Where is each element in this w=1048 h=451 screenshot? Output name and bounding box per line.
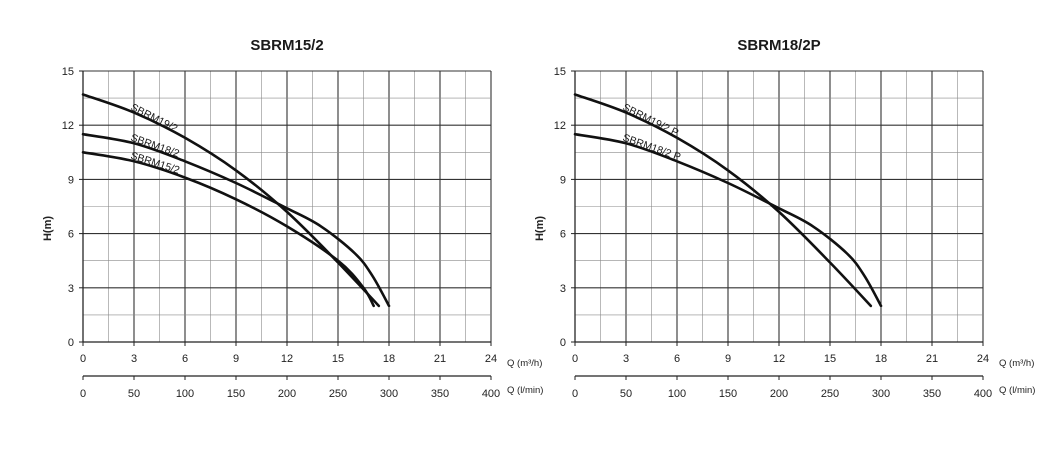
x2-tick-label: 250: [329, 388, 347, 400]
x2-tick-label: 150: [719, 388, 737, 400]
x-tick-label: 6: [674, 353, 680, 365]
x2-tick-label: 50: [128, 388, 140, 400]
y-tick-label: 3: [560, 283, 566, 295]
chart-title: SBRM15/2: [250, 37, 323, 54]
x-tick-label: 0: [572, 353, 578, 365]
y-tick-label: 9: [560, 174, 566, 186]
y-tick-label: 6: [68, 229, 74, 241]
x2-tick-label: 0: [572, 388, 578, 400]
x-tick-label: 18: [875, 353, 887, 365]
series-label: SBRM19/2: [129, 101, 180, 134]
series-line-1: [573, 93, 873, 308]
y-tick-label: 12: [554, 120, 566, 132]
y-tick-label: 0: [560, 337, 566, 349]
x2-tick-label: 100: [668, 388, 686, 400]
x-tick-label: 21: [434, 353, 446, 365]
x-tick-label: 15: [332, 353, 344, 365]
x2-tick-label: 150: [227, 388, 245, 400]
x2-axis-label: Q (l/min): [507, 385, 543, 396]
x-tick-label: 0: [80, 353, 86, 365]
chart-title: SBRM18/2P: [737, 37, 820, 54]
x2-tick-label: 300: [872, 388, 890, 400]
x2-tick-label: 350: [431, 388, 449, 400]
x-tick-label: 9: [233, 353, 239, 365]
x2-tick-label: 300: [380, 388, 398, 400]
series-line-2: [81, 132, 391, 308]
x-tick-label: 21: [926, 353, 938, 365]
x-tick-label: 3: [131, 353, 137, 365]
y-axis-label: H(m): [42, 216, 54, 241]
x-tick-label: 15: [824, 353, 836, 365]
y-tick-label: 9: [68, 174, 74, 186]
x2-tick-label: 400: [974, 388, 992, 400]
x2-tick-label: 200: [770, 388, 788, 400]
x-tick-label: 18: [383, 353, 395, 365]
x-tick-label: 6: [182, 353, 188, 365]
x-axis-label: Q (m³/h): [999, 358, 1034, 369]
y-axis-label: H(m): [534, 216, 546, 241]
x-axis-label: Q (m³/h): [507, 358, 542, 369]
x2-tick-label: 0: [80, 388, 86, 400]
y-tick-label: 15: [554, 66, 566, 78]
x2-tick-label: 50: [620, 388, 632, 400]
x-tick-label: 9: [725, 353, 731, 365]
y-tick-label: 0: [68, 337, 74, 349]
x2-tick-label: 350: [923, 388, 941, 400]
x2-tick-label: 400: [482, 388, 500, 400]
series-line-2: [573, 132, 883, 308]
x-tick-label: 12: [281, 353, 293, 365]
x-tick-label: 24: [485, 353, 497, 365]
y-tick-label: 6: [560, 229, 566, 241]
x2-axis-label: Q (l/min): [999, 385, 1035, 396]
y-tick-label: 15: [62, 66, 74, 78]
y-tick-label: 3: [68, 283, 74, 295]
x2-tick-label: 250: [821, 388, 839, 400]
x2-tick-label: 100: [176, 388, 194, 400]
x2-tick-label: 200: [278, 388, 296, 400]
x-tick-label: 12: [773, 353, 785, 365]
y-tick-label: 12: [62, 120, 74, 132]
series-line-3: [81, 151, 375, 308]
series-line-1: [81, 93, 381, 308]
chart-panel-2: SBRM18/2P 0 3 6 9 12 15 H(m) 0 3 6 9 12 15 18 21 24 Q (m³…: [534, 37, 1035, 400]
x-tick-label: 3: [623, 353, 629, 365]
chart-panel-1: SBRM15/2 0 3 6 9 12 15 H(m) 0 3 6 9 12 15 18 21 24 Q (m³/…: [42, 37, 543, 400]
x-tick-label: 24: [977, 353, 989, 365]
